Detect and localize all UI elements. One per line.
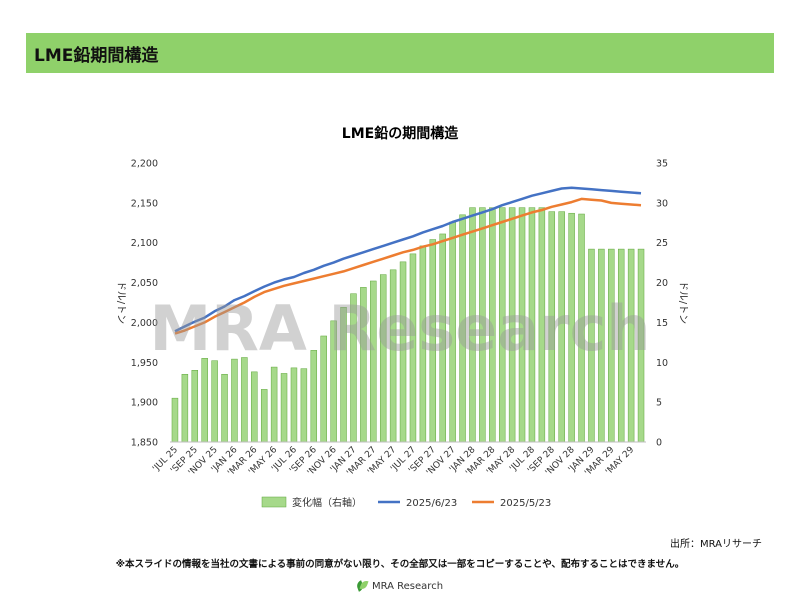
bar [280, 373, 288, 443]
y-right-tick-label: 30 [656, 198, 668, 209]
line-series-2025-05-23 [174, 197, 642, 335]
y-left-tick-label: 2,200 [131, 159, 158, 170]
bar [221, 373, 228, 443]
bar [260, 389, 268, 443]
y-left-axis-label: ドル/トン [115, 281, 126, 324]
bar [191, 370, 199, 443]
bar [171, 397, 179, 443]
y-left-tick-label: 1,900 [131, 398, 158, 409]
y-right-tick-label: 25 [656, 238, 668, 249]
y-right-axis-label: ドル/トン [677, 281, 688, 324]
disclaimer: ※本スライドの情報を当社の文書による事前の同意がない限り、その全部又は一部をコピ… [115, 559, 685, 570]
y-right-tick-label: 5 [656, 398, 662, 409]
y-right-tick-label: 10 [656, 358, 668, 369]
line-series-2025-06-23 [174, 186, 642, 333]
leaf-logo-icon [357, 580, 367, 592]
footer-brand: MRA Research [371, 580, 444, 592]
watermark: MRA Research [149, 292, 650, 365]
bar [241, 357, 248, 443]
y-left-tick-label: 2,100 [131, 238, 158, 249]
bar [290, 367, 298, 443]
legend-label: 2025/6/23 [406, 498, 457, 509]
chart-title: LME鉛の期間構造 [342, 125, 458, 142]
page-title: LME鉛期間構造 [26, 33, 774, 73]
y-right-tick-label: 15 [656, 318, 668, 329]
y-left-tick-label: 1,950 [131, 358, 158, 369]
y-left-tick-label: 2,000 [131, 318, 158, 329]
y-left-tick-label: 2,150 [131, 198, 158, 209]
y-left-tick-label: 2,050 [131, 278, 158, 289]
y-right-tick-label: 20 [656, 278, 668, 289]
bar [231, 358, 238, 443]
legend-swatch-bar [261, 496, 287, 508]
bar [251, 371, 258, 443]
y-right-tick-label: 0 [656, 438, 662, 449]
footer-logo: MRA Research [0, 580, 800, 592]
bar [201, 358, 208, 443]
legend-label: 2025/5/23 [500, 498, 551, 509]
legend-label: 変化幅（右軸） [292, 496, 362, 509]
y-right-tick-label: 35 [656, 159, 668, 170]
source-note: 出所：MRAリサーチ [669, 539, 762, 550]
bar [181, 373, 189, 443]
y-left-tick-label: 1,850 [131, 438, 158, 449]
bar [211, 360, 218, 443]
bar [270, 366, 278, 443]
bar [300, 368, 308, 443]
